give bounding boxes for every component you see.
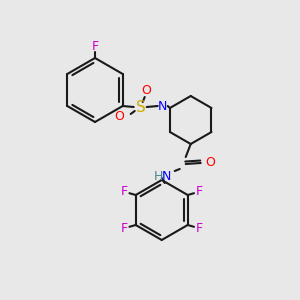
Text: O: O: [114, 110, 124, 122]
Text: O: O: [141, 83, 151, 97]
Text: F: F: [120, 185, 128, 198]
Text: F: F: [92, 40, 99, 53]
Text: N: N: [158, 100, 167, 112]
Text: N: N: [162, 169, 171, 182]
Text: F: F: [196, 185, 203, 198]
Text: O: O: [205, 155, 215, 169]
Text: S: S: [136, 100, 146, 116]
Text: F: F: [196, 222, 203, 235]
Text: F: F: [120, 222, 128, 235]
Text: H: H: [154, 169, 164, 182]
